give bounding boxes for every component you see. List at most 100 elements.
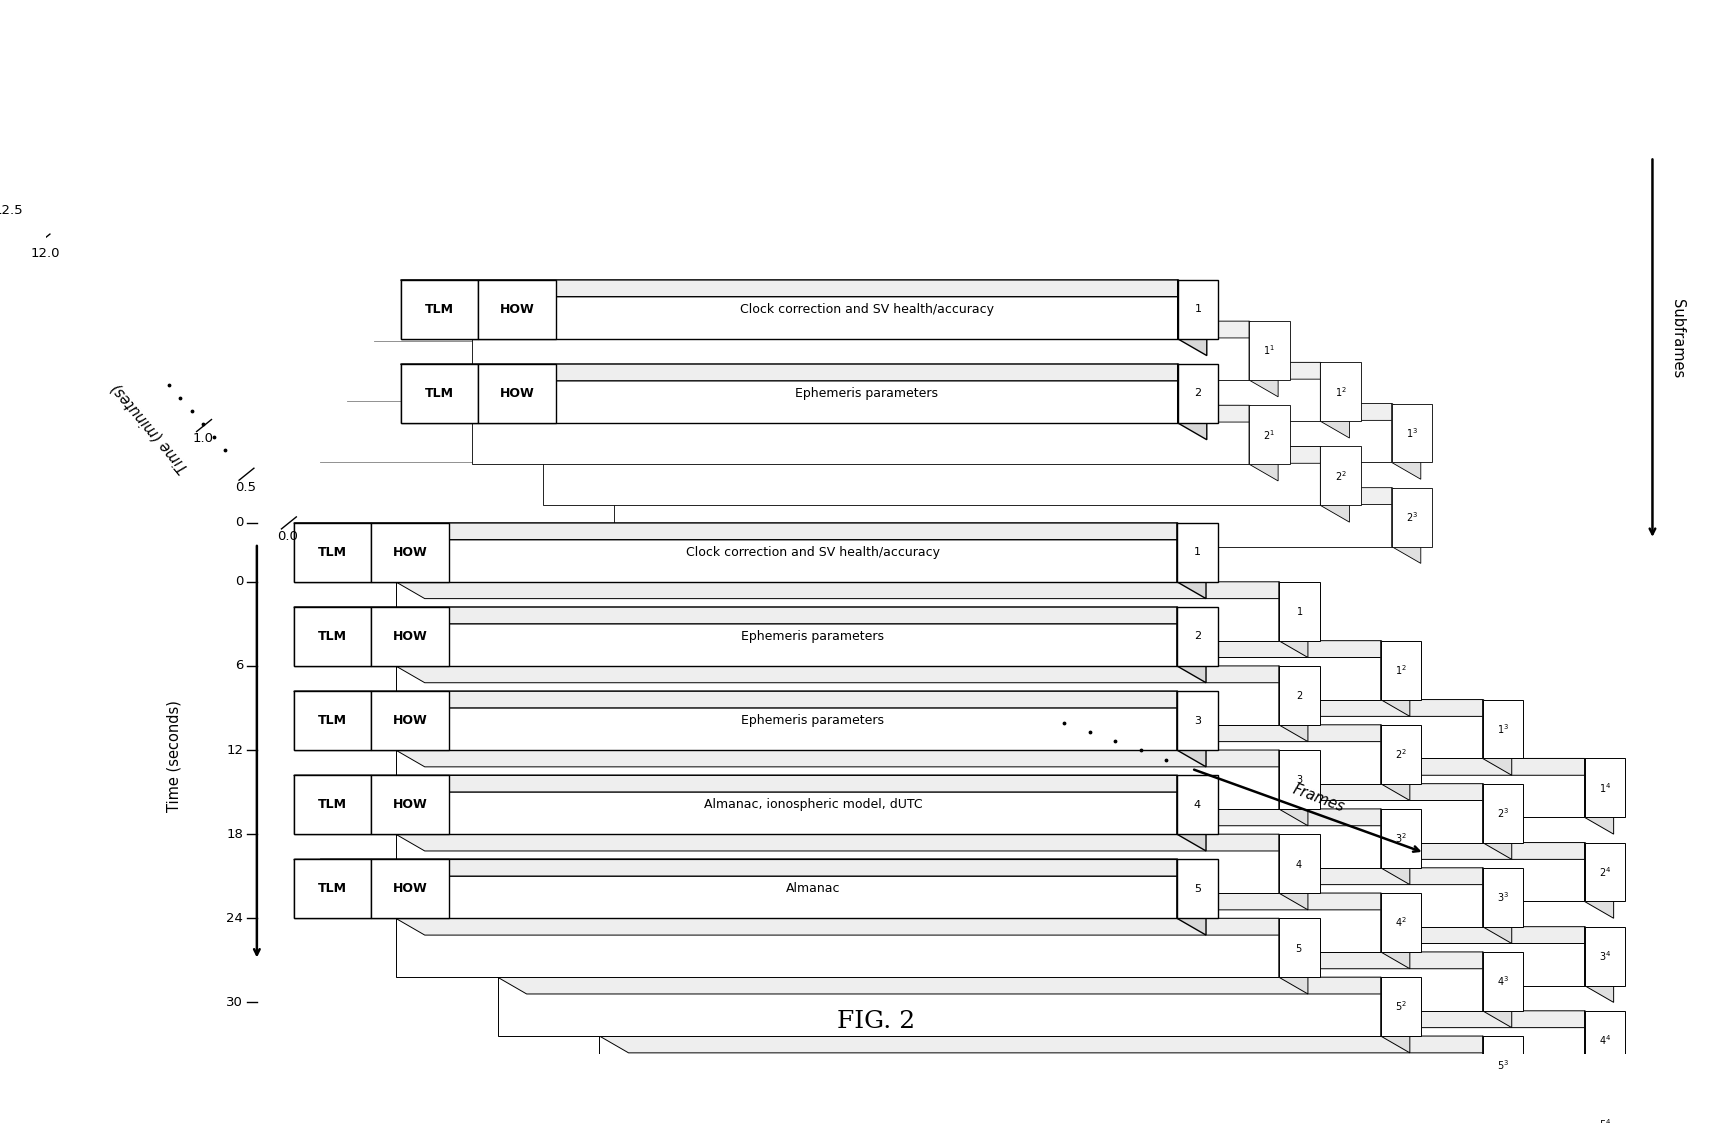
Polygon shape <box>395 666 1279 724</box>
Polygon shape <box>1585 1095 1624 1123</box>
Text: $3$: $3$ <box>1296 774 1303 785</box>
Polygon shape <box>1585 1011 1624 1070</box>
Polygon shape <box>614 487 1392 547</box>
Text: $4$: $4$ <box>1296 858 1303 869</box>
Text: 1.0: 1.0 <box>193 432 214 445</box>
Polygon shape <box>1585 926 1624 986</box>
Text: 12.0: 12.0 <box>31 247 60 259</box>
Polygon shape <box>498 724 1380 784</box>
Text: 0: 0 <box>234 517 243 529</box>
Polygon shape <box>1585 842 1624 902</box>
Text: $2$: $2$ <box>1296 690 1303 702</box>
Polygon shape <box>1380 977 1421 1037</box>
Text: Almanac: Almanac <box>785 883 840 895</box>
Text: $4^{2}$: $4^{2}$ <box>1395 915 1407 930</box>
Text: HOW: HOW <box>393 630 428 643</box>
Polygon shape <box>1248 405 1289 464</box>
Polygon shape <box>600 784 1483 842</box>
Text: $1^{3}$: $1^{3}$ <box>1496 722 1508 736</box>
Text: $1^{2}$: $1^{2}$ <box>1336 385 1347 399</box>
Polygon shape <box>472 321 1248 380</box>
Text: 1: 1 <box>1194 547 1200 557</box>
Polygon shape <box>614 403 1392 463</box>
Text: HOW: HOW <box>499 387 534 400</box>
Text: Time (minutes): Time (minutes) <box>108 381 192 476</box>
Text: TLM: TLM <box>424 303 453 316</box>
Polygon shape <box>600 868 1483 926</box>
Polygon shape <box>1279 666 1308 741</box>
Polygon shape <box>1279 919 1320 977</box>
Polygon shape <box>1279 582 1308 657</box>
Polygon shape <box>371 775 450 834</box>
Polygon shape <box>395 750 1308 767</box>
Text: 2: 2 <box>1194 631 1200 641</box>
Text: $2^{2}$: $2^{2}$ <box>1395 747 1407 761</box>
Text: 0: 0 <box>234 575 243 588</box>
Text: 18: 18 <box>226 828 243 841</box>
Text: 4: 4 <box>1194 800 1200 810</box>
Polygon shape <box>395 582 1308 599</box>
Polygon shape <box>600 952 1512 969</box>
Text: $2^{2}$: $2^{2}$ <box>1336 469 1347 483</box>
Polygon shape <box>400 364 479 423</box>
Polygon shape <box>1380 893 1409 969</box>
Polygon shape <box>479 280 556 339</box>
Polygon shape <box>600 700 1512 716</box>
Text: $3^{4}$: $3^{4}$ <box>1599 949 1611 964</box>
Polygon shape <box>1585 1011 1614 1087</box>
Polygon shape <box>1585 926 1614 1003</box>
Text: $5$: $5$ <box>1296 942 1303 953</box>
Text: HOW: HOW <box>393 883 428 895</box>
Polygon shape <box>395 666 1308 683</box>
Polygon shape <box>1585 842 1614 919</box>
Polygon shape <box>1176 691 1218 750</box>
Polygon shape <box>395 919 1308 935</box>
Text: TLM: TLM <box>318 883 347 895</box>
Text: $1^{1}$: $1^{1}$ <box>1264 344 1276 357</box>
Polygon shape <box>498 809 1409 825</box>
Polygon shape <box>1392 403 1433 463</box>
Polygon shape <box>544 363 1349 380</box>
Polygon shape <box>1380 641 1409 716</box>
Text: Frames: Frames <box>1289 782 1346 815</box>
Polygon shape <box>1178 364 1219 423</box>
Polygon shape <box>1320 363 1349 438</box>
Polygon shape <box>371 859 450 919</box>
Polygon shape <box>544 447 1320 505</box>
Text: 30: 30 <box>226 996 243 1008</box>
Polygon shape <box>1279 666 1320 724</box>
Text: $4^{4}$: $4^{4}$ <box>1599 1033 1611 1047</box>
Text: Clock correction and SV health/accuracy: Clock correction and SV health/accuracy <box>740 303 994 316</box>
Polygon shape <box>1585 758 1614 834</box>
Polygon shape <box>1483 952 1512 1028</box>
Text: $1^{4}$: $1^{4}$ <box>1599 780 1611 795</box>
Text: HOW: HOW <box>393 714 428 727</box>
Polygon shape <box>1279 834 1320 893</box>
Polygon shape <box>400 280 1178 339</box>
Polygon shape <box>1483 1037 1524 1095</box>
Polygon shape <box>1585 758 1624 818</box>
Text: 24: 24 <box>226 912 243 924</box>
Polygon shape <box>701 926 1585 986</box>
Text: $4^{3}$: $4^{3}$ <box>1496 975 1508 988</box>
Polygon shape <box>600 952 1483 1011</box>
Text: $3^{2}$: $3^{2}$ <box>1395 831 1407 846</box>
Polygon shape <box>1392 487 1433 547</box>
Polygon shape <box>1380 724 1421 784</box>
Polygon shape <box>294 608 1176 666</box>
Polygon shape <box>1176 775 1206 851</box>
Text: $3^{3}$: $3^{3}$ <box>1496 891 1508 904</box>
Text: Clock correction and SV health/accuracy: Clock correction and SV health/accuracy <box>686 546 941 559</box>
Polygon shape <box>1248 321 1277 396</box>
Polygon shape <box>1483 952 1524 1011</box>
Polygon shape <box>395 919 1279 977</box>
Text: $5^{3}$: $5^{3}$ <box>1496 1059 1508 1072</box>
Text: 12: 12 <box>226 743 243 757</box>
Polygon shape <box>395 834 1308 851</box>
Polygon shape <box>294 775 1176 834</box>
Polygon shape <box>1380 641 1421 700</box>
Text: 5: 5 <box>1194 884 1200 894</box>
Polygon shape <box>395 750 1279 809</box>
Text: 12.5: 12.5 <box>0 204 24 217</box>
Polygon shape <box>701 1011 1614 1028</box>
